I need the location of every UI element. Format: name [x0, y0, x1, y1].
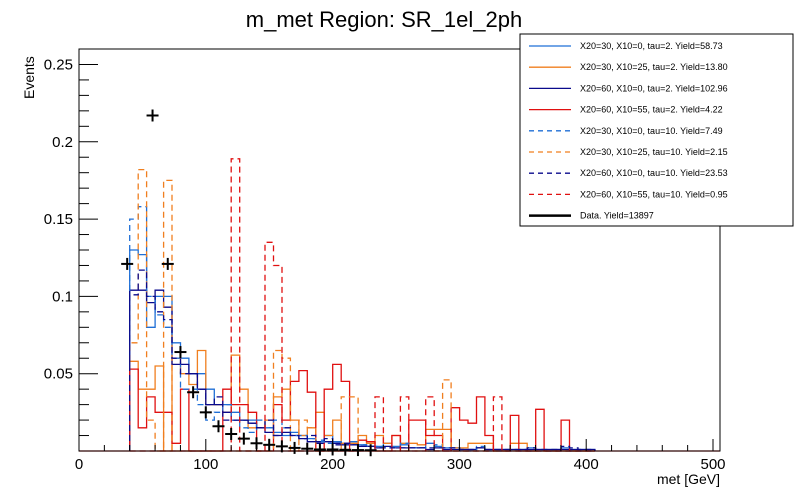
legend-label: X20=30, X10=0, tau=2. Yield=58.73 — [580, 41, 723, 51]
y-axis: 0.05 0.1 0.15 0.2 0.25 — [44, 56, 98, 437]
x-tick-label: 100 — [193, 456, 218, 473]
legend-label: X20=60, X10=0, tau=2. Yield=102.96 — [580, 83, 728, 93]
y-tick-label: 0.05 — [44, 366, 73, 383]
x-tick-label: 300 — [447, 456, 472, 473]
histogram-series-7 — [129, 269, 596, 451]
data-point — [288, 441, 301, 454]
legend-label: X20=60, X10=55, tau=2. Yield=4.22 — [580, 105, 723, 115]
y-tick-label: 0.15 — [44, 211, 73, 228]
legend-item: X20=60, X10=0, tau=10. Yield=23.53 — [529, 168, 728, 178]
data-point — [212, 420, 225, 433]
legend-item: X20=30, X10=25, tau=2. Yield=13.80 — [529, 62, 728, 72]
data-point — [199, 406, 212, 419]
data-point — [187, 386, 200, 399]
y-tick-label: 0.2 — [52, 134, 73, 151]
legend-item: X20=30, X10=0, tau=2. Yield=58.73 — [529, 41, 723, 51]
data-point — [225, 427, 238, 440]
legend-label: X20=60, X10=0, tau=10. Yield=23.53 — [580, 168, 728, 178]
legend-item: Data. Yield=13897 — [529, 211, 654, 221]
data-point — [364, 444, 377, 457]
legend-item: X20=60, X10=55, tau=2. Yield=4.22 — [529, 105, 723, 115]
y-tick-label: 0.25 — [44, 56, 73, 73]
data-point — [263, 438, 276, 451]
y-tick-label: 0.1 — [52, 288, 73, 305]
legend-label: X20=30, X10=25, tau=10. Yield=2.15 — [580, 147, 728, 157]
data-point — [174, 346, 187, 359]
histogram-series-5 — [129, 206, 595, 452]
legend-item: X20=30, X10=25, tau=10. Yield=2.15 — [529, 147, 728, 157]
x-tick-label: 0 — [75, 456, 83, 473]
data-point — [161, 257, 174, 270]
legend-item: X20=60, X10=55, tau=10. Yield=0.95 — [529, 189, 728, 199]
histogram-series-2 — [129, 349, 595, 452]
legend-label: X20=30, X10=0, tau=10. Yield=7.49 — [580, 126, 723, 136]
data-point — [237, 432, 250, 445]
legend-item: X20=60, X10=0, tau=2. Yield=102.96 — [529, 83, 728, 93]
data-points-group — [121, 109, 377, 457]
x-axis: 0 100 200 300 400 500 — [75, 439, 726, 473]
x-axis-label: met [GeV] — [657, 471, 720, 487]
x-tick-label: 400 — [574, 456, 599, 473]
histogram-series-3 — [129, 289, 596, 451]
data-point — [339, 443, 352, 456]
data-point — [146, 109, 159, 122]
legend: X20=30, X10=0, tau=2. Yield=58.73 X20=30,… — [519, 33, 794, 227]
legend-label: Data. Yield=13897 — [580, 211, 654, 221]
histogram-series-4 — [129, 363, 595, 452]
data-point — [121, 257, 134, 270]
y-axis-label: Events — [21, 56, 37, 99]
data-point — [313, 443, 326, 456]
legend-label: X20=30, X10=25, tau=2. Yield=13.80 — [580, 62, 728, 72]
legend-label: X20=60, X10=55, tau=10. Yield=0.95 — [580, 189, 728, 199]
x-tick-label: 200 — [320, 456, 345, 473]
chart-title: m_met Region: SR_1el_2ph — [246, 7, 522, 32]
x-tick-label: 500 — [700, 456, 725, 473]
legend-item: X20=30, X10=0, tau=10. Yield=7.49 — [529, 126, 723, 136]
